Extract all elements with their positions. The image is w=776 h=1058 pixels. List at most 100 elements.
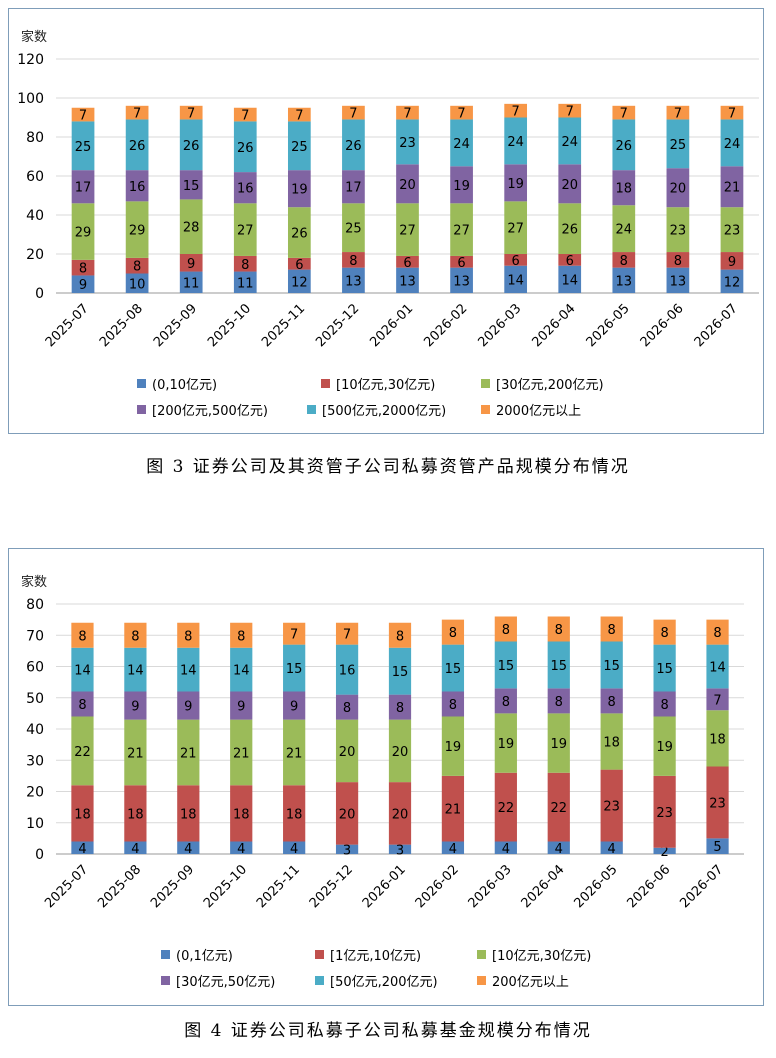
data-label: 7: [290, 628, 298, 643]
bar-segment: [547, 688, 570, 714]
data-label: 16: [129, 180, 146, 195]
data-label: 9: [187, 257, 195, 272]
data-label: 7: [457, 107, 465, 122]
legend-label: [50亿元,200亿元): [330, 975, 438, 990]
legend-swatch: [321, 379, 330, 388]
bar-segment: [342, 203, 365, 253]
bar-segment: [71, 275, 95, 293]
data-label: 27: [399, 224, 416, 239]
data-label: 18: [709, 732, 726, 747]
legend-swatch: [137, 379, 146, 388]
stacked-bar-chart-3: 家数0204060801001209829172572025-071082916…: [17, 29, 759, 350]
bar-segment: [230, 719, 253, 786]
bar-segment: [71, 716, 94, 786]
bar-segment: [177, 785, 200, 842]
bar-segment: [342, 267, 365, 293]
bar-segment: [287, 107, 311, 122]
data-label: 15: [550, 659, 567, 674]
bar-segment: [720, 119, 744, 167]
bar-segment: [287, 269, 311, 293]
data-label: 14: [127, 664, 144, 679]
bar-segment: [177, 647, 200, 692]
legend-item: [500亿元,2000亿元): [307, 400, 446, 419]
legend-label: (0,1亿元): [176, 949, 233, 964]
data-label: 20: [561, 178, 578, 193]
data-label: 8: [79, 262, 87, 277]
legend-4: (0,1亿元) [1亿元,10亿元) [10亿元,30亿元) [30亿元,50亿…: [9, 549, 763, 1005]
bar-segment: [504, 254, 528, 266]
legend-label: [10亿元,30亿元): [336, 378, 436, 393]
y-tick-label: 120: [17, 52, 44, 68]
bar-segment: [653, 847, 676, 854]
bar-segment: [504, 164, 528, 202]
bar-segment: [388, 782, 412, 845]
data-label: 14: [233, 664, 250, 679]
bar-segment: [71, 259, 95, 276]
legend-label: [10亿元,30亿元): [492, 949, 592, 964]
y-axis-label: 家数: [21, 29, 47, 45]
data-label: 15: [498, 659, 515, 674]
bar-segment: [653, 775, 676, 848]
data-label: 9: [237, 700, 245, 715]
bar-segment: [71, 622, 94, 648]
bar-segment: [230, 691, 253, 720]
data-label: 8: [349, 254, 357, 269]
bar-segment: [653, 691, 676, 717]
legend-item: [10亿元,30亿元): [477, 945, 591, 964]
bar-segment: [388, 647, 412, 695]
data-label: 8: [555, 623, 563, 638]
data-label: 3: [343, 843, 351, 858]
legend-item: [10亿元,30亿元): [321, 374, 435, 393]
data-label: 29: [129, 224, 146, 239]
data-label: 15: [183, 179, 200, 194]
legend-label: [30亿元,50亿元): [176, 975, 276, 990]
bar-segment: [335, 782, 359, 845]
bar-segment: [720, 166, 744, 208]
bar-segment: [335, 622, 359, 645]
bar-segment: [600, 841, 623, 854]
bar-segment: [283, 644, 306, 692]
bar-segment: [71, 691, 94, 717]
bar-segment: [494, 772, 517, 842]
bar-segment: [124, 841, 147, 854]
data-label: 22: [74, 745, 91, 760]
bar-segment: [125, 257, 149, 274]
data-label: 11: [183, 276, 200, 291]
data-label: 18: [603, 736, 620, 751]
bar-segment: [125, 201, 149, 258]
data-label: 16: [339, 664, 356, 679]
data-label: 26: [129, 139, 146, 154]
bar-segment: [179, 254, 203, 272]
data-label: 23: [656, 806, 673, 821]
bar-segment: [720, 207, 744, 253]
data-label: 20: [670, 182, 687, 197]
data-label: 24: [453, 137, 470, 152]
bar-segment: [450, 267, 473, 293]
data-label: 23: [670, 224, 687, 239]
data-label: 19: [453, 179, 470, 194]
data-label: 14: [561, 273, 578, 288]
legend-label: 200亿元以上: [492, 975, 569, 990]
data-label: 22: [498, 801, 515, 816]
bar-segment: [124, 719, 147, 786]
bar-segment: [71, 107, 95, 122]
bar-segment: [233, 271, 257, 293]
data-label: 8: [184, 629, 192, 644]
bar-segment: [441, 691, 465, 717]
bar-segment: [494, 713, 517, 773]
data-label: 23: [603, 800, 620, 815]
legend-swatch: [477, 950, 486, 959]
y-tick-label: 20: [26, 785, 44, 801]
bar-segment: [287, 170, 311, 208]
bar-segment: [124, 622, 147, 648]
data-label: 4: [237, 842, 245, 857]
data-label: 12: [724, 275, 741, 290]
data-label: 24: [616, 223, 633, 238]
data-label: 4: [184, 842, 192, 857]
data-label: 13: [399, 274, 416, 289]
bar-segment: [494, 688, 517, 714]
legend-item: [1亿元,10亿元): [315, 945, 421, 964]
bar-segment: [342, 105, 365, 120]
data-label: 5: [713, 840, 721, 855]
legend-swatch: [481, 405, 490, 414]
